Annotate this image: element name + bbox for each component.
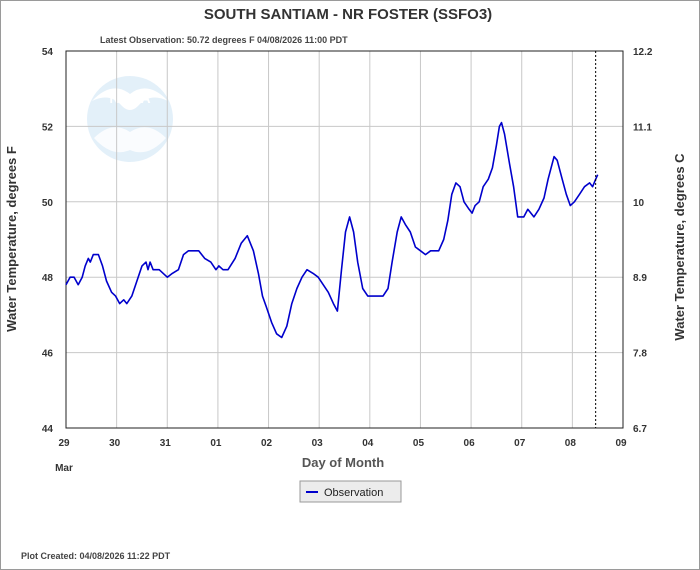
plot-area-border: [65, 50, 624, 429]
x-tick-label: 08: [565, 438, 577, 449]
y-left-tick-label: 48: [42, 273, 54, 284]
y-left-tick-label: 50: [42, 198, 54, 209]
y-left-tick-label: 46: [42, 349, 54, 360]
noaa-logo-gull: [92, 88, 168, 110]
legend: Observation: [299, 480, 402, 503]
grid-lines: [66, 51, 623, 428]
x-tick-label: 02: [261, 438, 273, 449]
series-layer: [65, 121, 599, 339]
noaa-logo-wave: [94, 127, 166, 153]
y-left-tick-labels: 44 46 48 50 52 54: [42, 47, 54, 435]
legend-label: Observation: [324, 487, 383, 499]
x-tick-labels: 29 30 31 01 02 03 04 05 06 07 08 09: [58, 438, 627, 449]
x-tick-label: 30: [109, 438, 121, 449]
y-right-tick-label: 10: [633, 198, 645, 209]
x-tick-label: 05: [413, 438, 425, 449]
y-right-tick-label: 8.9: [633, 273, 647, 284]
plot-created-footer: Plot Created: 04/08/2026 11:22 PDT: [21, 551, 171, 561]
x-tick-label: 03: [312, 438, 324, 449]
y-left-tick-label: 52: [42, 122, 54, 133]
y-axis-right-label: Water Temperature, degrees C: [672, 153, 687, 341]
x-axis-label: Day of Month: [302, 455, 384, 470]
x-tick-label: 01: [210, 438, 222, 449]
x-tick-label: 07: [514, 438, 526, 449]
x-tick-label: 09: [615, 438, 627, 449]
y-axis-left-label: Water Temperature, degrees F: [4, 146, 19, 332]
noaa-logo-text: NOAA: [109, 90, 150, 106]
chart-subtitle: Latest Observation: 50.72 degrees F 04/0…: [100, 35, 348, 45]
x-tick-label: 31: [160, 438, 172, 449]
y-right-tick-label: 6.7: [633, 424, 647, 435]
x-tick-label: 04: [362, 438, 374, 449]
y-right-tick-label: 11.1: [633, 122, 652, 133]
y-right-tick-label: 7.8: [633, 349, 647, 360]
y-right-tick-labels: 6.7 7.8 8.9 10 11.1 12.2: [633, 47, 653, 435]
y-left-tick-label: 44: [42, 424, 54, 435]
chart-title: SOUTH SANTIAM - NR FOSTER (SSFO3): [204, 6, 492, 23]
month-label: Mar: [55, 463, 73, 474]
x-tick-label: 06: [464, 438, 476, 449]
series-line-observation: [65, 121, 599, 339]
x-tick-label: 29: [58, 438, 70, 449]
noaa-logo: NOAA: [87, 76, 173, 162]
legend-box: [299, 480, 402, 503]
y-right-tick-label: 12.2: [633, 47, 653, 58]
y-left-tick-label: 54: [42, 47, 54, 58]
